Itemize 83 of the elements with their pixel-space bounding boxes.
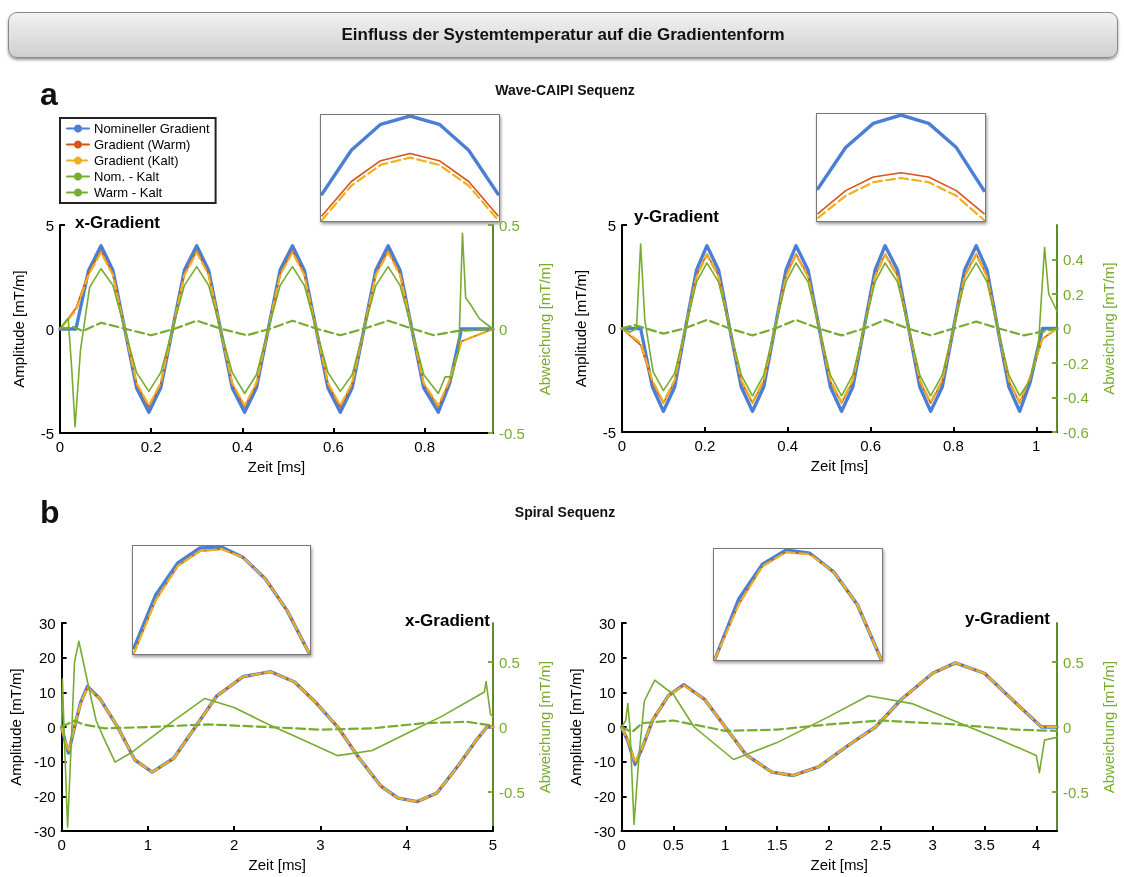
x-tick-label: 2.5 bbox=[870, 836, 892, 853]
x-tick-label: 2 bbox=[229, 836, 239, 854]
y-axis-title: Amplitude [mT/m] bbox=[567, 668, 584, 786]
y-tick-label: -30 bbox=[33, 822, 56, 840]
legend-label: Warm - Kalt bbox=[94, 185, 163, 200]
y-tick-label: 20 bbox=[598, 649, 616, 667]
legend-label: Gradient (Warm) bbox=[94, 137, 191, 152]
y-tick-label: 0 bbox=[607, 320, 616, 337]
x-tick-label: 0.2 bbox=[694, 437, 716, 454]
y-tick-label: -10 bbox=[593, 753, 616, 771]
x-axis-title: Zeit [ms] bbox=[810, 456, 869, 474]
x-axis-title: Zeit [ms] bbox=[247, 457, 306, 475]
x-tick-label: 0.4 bbox=[231, 438, 253, 455]
y-tick-label: 30 bbox=[598, 614, 616, 632]
x-tick-label: 0.4 bbox=[777, 437, 799, 454]
y2-tick-label: 0.5 bbox=[499, 216, 520, 234]
chart-title: y-Gradient bbox=[964, 609, 1051, 628]
y-tick-label: -10 bbox=[33, 753, 56, 771]
y2-axis-title: Abweichung [mT/m] bbox=[1100, 660, 1117, 794]
y2-tick-label: -0.5 bbox=[499, 783, 525, 801]
y2-tick-label: 0.5 bbox=[499, 653, 520, 671]
x-tick-label: 0.5 bbox=[662, 836, 684, 853]
x-tick-label: 0.8 bbox=[943, 437, 964, 454]
y-tick-label: 5 bbox=[45, 216, 54, 234]
y2-tick-label: 0.5 bbox=[1063, 653, 1084, 671]
y2-axis-title: Abweichung [mT/m] bbox=[536, 660, 553, 794]
x-tick-label: 5 bbox=[488, 836, 498, 854]
x-tick-label: 3.5 bbox=[974, 836, 995, 853]
x-tick-label: 0.6 bbox=[323, 438, 344, 455]
x-tick-label: 0.6 bbox=[860, 437, 881, 454]
x-tick-label: 0.8 bbox=[414, 438, 436, 455]
y2-axis-title: Abweichung [mT/m] bbox=[1100, 262, 1117, 395]
legend-label: Nomineller Gradient bbox=[94, 121, 210, 136]
y2-tick-label: 0 bbox=[499, 320, 508, 338]
x-tick-label: 1 bbox=[143, 836, 153, 854]
text: Einfluss der Systemtemperatur auf die Gradientenform bbox=[8, 12, 1118, 58]
y2-tick-label: -0.5 bbox=[499, 424, 525, 442]
legend-label: Gradient (Kalt) bbox=[94, 153, 179, 168]
text: Wave-CAIPI Sequenz bbox=[494, 82, 636, 98]
y-tick-label: 0 bbox=[607, 718, 616, 736]
y2-tick-label: -0.5 bbox=[1063, 783, 1089, 801]
y2-tick-label: 0 bbox=[1063, 320, 1072, 337]
y2-tick-label: 0 bbox=[1063, 718, 1072, 736]
y-tick-label: 10 bbox=[38, 683, 56, 701]
chart-title: x-Gradient bbox=[404, 611, 491, 630]
x-tick-label: 3 bbox=[316, 836, 325, 854]
x-tick-label: 2 bbox=[824, 836, 834, 853]
chart-title: y-Gradient bbox=[634, 207, 720, 226]
x-axis-title: Zeit [ms] bbox=[810, 855, 869, 873]
x-tick-label: 4 bbox=[402, 836, 411, 854]
y2-tick-label: 0.4 bbox=[1063, 251, 1084, 268]
y-tick-label: 0 bbox=[45, 320, 54, 338]
y2-tick-label: -0.6 bbox=[1063, 423, 1089, 441]
y-tick-label: -5 bbox=[602, 423, 616, 441]
x-tick-label: 4 bbox=[1032, 836, 1041, 853]
x-tick-label: 1 bbox=[721, 836, 730, 853]
y-tick-label: 0 bbox=[47, 718, 56, 736]
y-tick-label: 10 bbox=[598, 683, 616, 701]
x-tick-label: 1.5 bbox=[766, 836, 788, 853]
legend-label: Nom. - Kalt bbox=[94, 169, 160, 184]
y2-tick-label: -0.4 bbox=[1063, 389, 1089, 406]
y2-tick-label: -0.2 bbox=[1063, 354, 1089, 372]
x-tick-label: 0.2 bbox=[140, 438, 162, 455]
text: b bbox=[40, 494, 60, 531]
x-axis-title: Zeit [ms] bbox=[248, 856, 307, 873]
y-axis-title: Amplitude [mT/m] bbox=[10, 270, 27, 388]
text: Spiral Sequenz bbox=[513, 504, 617, 520]
y-tick-label: 5 bbox=[607, 216, 616, 234]
chart-title: x-Gradient bbox=[75, 213, 161, 232]
y2-axis-title: Abweichung [mT/m] bbox=[536, 262, 553, 396]
y-tick-label: -30 bbox=[593, 822, 616, 840]
y-axis-title: Amplitude [mT/m] bbox=[7, 668, 24, 786]
x-tick-label: 1 bbox=[1032, 437, 1041, 454]
y-tick-label: 30 bbox=[38, 614, 56, 632]
y-tick-label: -20 bbox=[33, 787, 56, 805]
y-tick-label: -5 bbox=[40, 424, 54, 442]
x-tick-label: 3 bbox=[928, 836, 937, 853]
y-tick-label: -20 bbox=[593, 787, 616, 805]
y-tick-label: 20 bbox=[38, 649, 56, 667]
y2-tick-label: 0.2 bbox=[1063, 285, 1084, 303]
y2-tick-label: 0 bbox=[499, 718, 508, 736]
y-axis-title: Amplitude [mT/m] bbox=[572, 269, 589, 388]
text: a bbox=[40, 76, 58, 113]
